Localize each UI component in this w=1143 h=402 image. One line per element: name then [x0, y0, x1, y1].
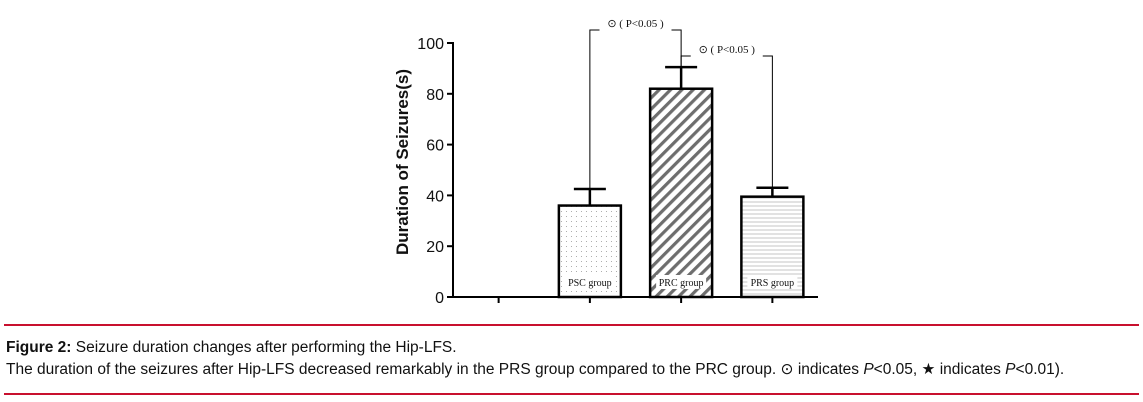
bar-chart: 0 20 40 60 80 100 PSC group PRC group PRS group… — [393, 17, 818, 307]
p-symbol-2: P — [1005, 361, 1016, 378]
significance-label-bg — [690, 43, 763, 57]
bar-label-bg — [747, 275, 798, 289]
bars: PSC group PRC group PRS group — [557, 65, 805, 299]
significance-label-bg — [599, 17, 672, 31]
figure-label: Figure 2: — [6, 339, 72, 356]
bar-label-bg — [656, 275, 707, 289]
figure-caption: Figure 2: Seizure duration changes after… — [6, 337, 1138, 381]
y-axis-label: Duration of Seizures(s) — [393, 69, 412, 255]
significance-label: ⊙ ( P<0.05 ) — [699, 44, 756, 56]
caption-description: The duration of the seizures after Hip-L… — [6, 361, 864, 378]
p-value-1: <0.05, ★ indicates — [873, 361, 1006, 378]
y-tick-label: 100 — [417, 36, 444, 53]
caption-line-2: The duration of the seizures after Hip-L… — [6, 359, 1138, 381]
y-tick-label: 40 — [426, 188, 444, 205]
caption-bottom-rule — [4, 393, 1139, 395]
figure-title: Seizure duration changes after performin… — [75, 339, 457, 356]
bar-category-label: PRC group — [659, 278, 704, 289]
y-tick-label: 60 — [426, 138, 444, 155]
y-tick-label: 0 — [435, 290, 444, 307]
p-symbol-1: P — [863, 361, 874, 378]
axes: 0 20 40 60 80 100 — [417, 36, 818, 307]
bar-category-label: PSC group — [568, 278, 612, 289]
caption-top-rule — [4, 324, 1139, 326]
y-tick-label: 20 — [426, 239, 444, 256]
bar-label-bg — [564, 275, 615, 289]
p-value-2: <0.01). — [1015, 361, 1065, 378]
significance-label: ⊙ ( P<0.05 ) — [607, 18, 664, 30]
y-tick-label: 80 — [426, 87, 444, 104]
bar-category-label: PRS group — [751, 278, 795, 289]
significance-annotations: ⊙ ( P<0.05 ) ⊙ ( P<0.05 ) — [589, 17, 773, 190]
caption-line-1: Figure 2: Seizure duration changes after… — [6, 337, 1138, 359]
bar — [648, 87, 714, 299]
